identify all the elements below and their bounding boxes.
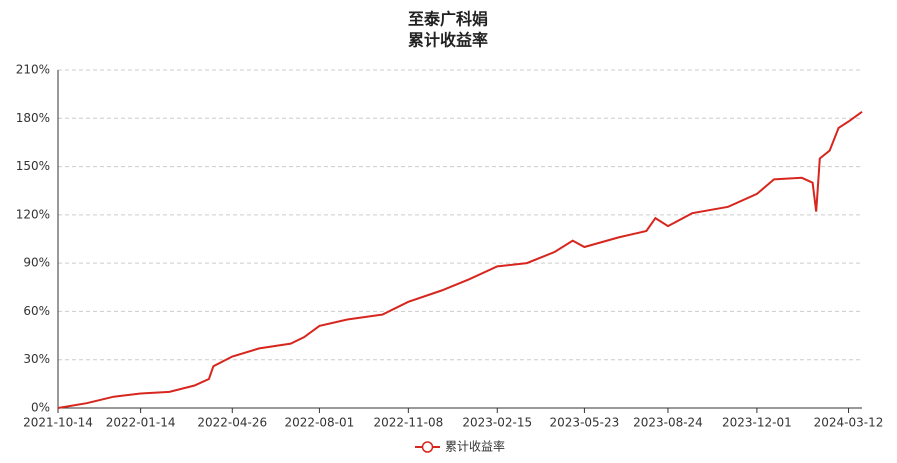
y-tick-label: 0% <box>31 401 50 415</box>
chart-title: 至泰广科娟 <box>408 10 488 29</box>
x-tick-label: 2022-11-08 <box>373 416 443 430</box>
x-tick-label: 2021-10-14 <box>23 416 93 430</box>
x-tick-label: 2022-01-14 <box>106 416 176 430</box>
legend-label: 累计收益率 <box>445 439 505 454</box>
legend-marker <box>421 441 434 453</box>
y-tick-label: 90% <box>23 256 50 270</box>
y-tick-label: 210% <box>16 63 50 77</box>
x-tick-label: 2023-05-23 <box>550 416 620 430</box>
x-tick-label: 2023-12-01 <box>722 416 792 430</box>
x-tick-label: 2023-02-15 <box>462 416 532 430</box>
y-tick-label: 60% <box>23 304 50 318</box>
x-tick-label: 2023-08-24 <box>633 416 703 430</box>
line-series <box>57 110 863 409</box>
chart-subtitle: 累计收益率 <box>408 31 488 50</box>
y-tick-label: 30% <box>23 352 50 366</box>
x-tick-label: 2022-08-01 <box>285 416 355 430</box>
x-tick-label: 2022-04-26 <box>197 416 267 430</box>
y-tick-label: 150% <box>16 159 50 173</box>
x-tick-label: 2024-03-12 <box>814 416 884 430</box>
y-tick-label: 120% <box>16 207 50 221</box>
y-tick-label: 180% <box>16 111 50 125</box>
